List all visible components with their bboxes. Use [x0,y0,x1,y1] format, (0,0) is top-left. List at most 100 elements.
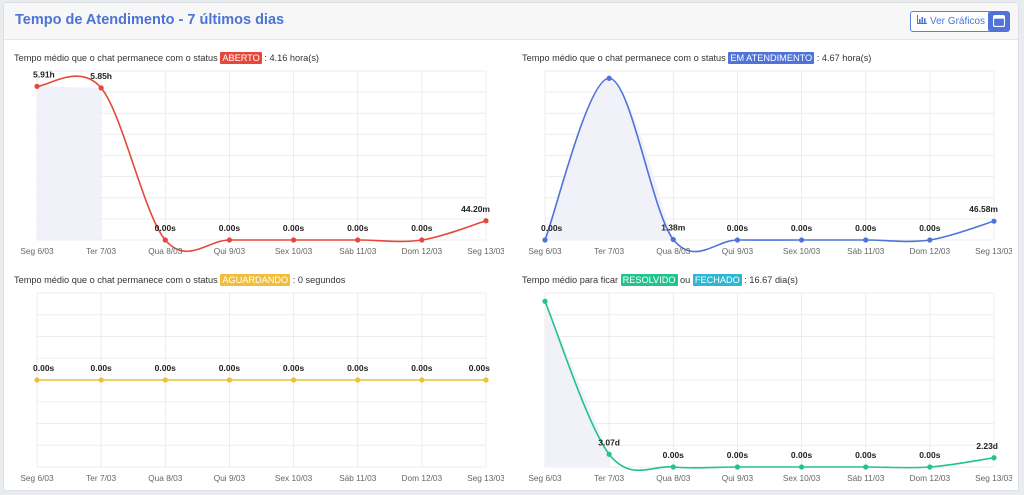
status-badge: FECHADO [692,274,742,286]
x-tick-label: Ter 7/03 [594,473,624,483]
data-point [863,237,869,243]
chart-caption: Tempo médio para ficar RESOLVIDO ou FECH… [522,274,798,286]
series-line [544,300,995,472]
data-point [162,377,168,383]
data-point [162,237,168,243]
data-point [419,237,425,243]
data-label: 0.00s [91,363,113,373]
data-label: 0.00s [727,450,749,460]
x-tick-label: Qui 9/03 [214,246,246,256]
data-point [226,237,233,243]
data-label: 0.00s [33,363,55,373]
minimize-button[interactable] [988,11,1010,32]
data-point [606,451,612,457]
data-label: 0.00s [919,450,941,460]
bar-chart-icon [917,12,927,31]
data-label: 1.38m [661,223,686,233]
x-tick-label: Sex 10/03 [275,246,313,256]
x-tick-label: Qui 9/03 [722,473,754,483]
data-label: 0.00s [469,363,491,373]
x-tick-label: Ter 7/03 [86,246,116,256]
x-tick-label: Seg 13/03 [467,246,504,256]
data-point [991,455,997,461]
caption-prefix: Tempo médio para ficar [522,275,621,285]
data-label: 0.00s [919,223,941,233]
x-tick-label: Qui 9/03 [214,473,246,483]
data-point [98,85,104,91]
data-point [98,377,104,383]
chart-aberto: Tempo médio que o chat permanece com o s… [14,52,504,258]
card-title: Tempo de Atendimento - 7 últimos dias [15,12,285,28]
data-label: 0.00s [791,450,813,460]
x-tick-label: Sex 10/03 [275,473,313,483]
data-label: 2.23d [976,441,998,451]
data-point [483,218,489,224]
x-tick-label: Sáb 11/03 [339,246,377,256]
x-tick-label: Dom 12/03 [910,473,951,483]
data-label: 0.00s [855,223,877,233]
x-tick-label: Qua 8/03 [656,473,691,483]
x-tick-label: Seg 6/03 [20,246,54,256]
data-point [226,377,233,383]
view-charts-label: Ver Gráficos [930,16,986,28]
data-point [798,237,805,243]
caption-suffix: : 16.67 dia(s) [741,275,798,285]
chart-plot: 0.00s 1.38m 0.00s 0.00s 0.00s 0.00s 46.58m Seg … [528,70,1012,256]
data-point [542,237,548,243]
data-point [355,377,361,383]
data-label: 0.00s [155,223,177,233]
view-charts-button[interactable]: Ver Gráficos [910,11,993,32]
attendance-time-card: Tempo de Atendimento - 7 últimos dias Ve… [3,2,1019,491]
data-label: 46.58m [969,204,998,214]
data-point [798,464,805,470]
x-tick-label: Qui 9/03 [722,246,754,256]
x-tick-label: Ter 7/03 [594,246,624,256]
data-point [34,83,40,89]
caption-suffix: : 4.16 hora(s) [261,53,319,63]
x-tick-label: Sáb 11/03 [847,473,885,483]
data-label: 0.00s [663,450,685,460]
data-label: 44.20m [461,204,490,214]
data-label: 0.00s [155,363,177,373]
x-tick-label: Seg 6/03 [528,246,562,256]
data-label: 0.00s [347,223,369,233]
data-point [670,236,676,243]
status-badge: ABERTO [220,52,262,64]
data-label: 0.00s [283,223,305,233]
data-point [927,464,933,470]
data-point [542,298,548,304]
x-tick-label: Seg 13/03 [975,246,1012,256]
chart-aguardando: Tempo médio que o chat permanece com o s… [14,274,504,485]
data-point [734,237,741,243]
data-label: 0.00s [219,363,241,373]
data-label: 0.00s [855,450,877,460]
chart-em-atendimento: Tempo médio que o chat permanece com o s… [522,52,1012,258]
caption-suffix: : 0 segundos [290,275,346,285]
status-badge: RESOLVIDO [620,274,678,286]
x-tick-label: Qua 8/03 [148,473,183,483]
data-label: 5.91h [33,69,55,79]
data-label: 3.07d [598,437,620,447]
data-label: 0.00s [791,223,813,233]
data-label: 0.00s [411,363,433,373]
data-point [863,464,869,470]
series-area [545,78,674,240]
caption-suffix: : 4.67 hora(s) [814,53,872,63]
data-point [606,75,612,81]
x-tick-label: Dom 12/03 [402,473,443,483]
data-point [34,377,40,383]
chart-caption: Tempo médio que o chat permanece com o s… [522,52,872,64]
x-tick-label: Seg 13/03 [467,473,504,483]
caption-prefix: Tempo médio que o chat permanece com o s… [14,275,221,285]
chart-grid [36,70,487,241]
data-point [670,464,676,470]
chart-plot: 5.91h 5.85h 0.00s 0.00s 0.00s 0.00s 0.00s 44.20… [20,69,504,256]
series-area [37,86,102,240]
caption-prefix: Tempo médio que o chat permanece com o s… [522,53,729,63]
chart-caption: Tempo médio que o chat permanece com o s… [14,274,346,286]
chart-caption: Tempo médio que o chat permanece com o s… [14,52,319,64]
data-label: 0.00s [541,223,563,233]
x-tick-label: Sex 10/03 [783,246,821,256]
caption-prefix: Tempo médio que o chat permanece com o s… [14,53,221,63]
x-tick-label: Seg 6/03 [528,473,562,483]
